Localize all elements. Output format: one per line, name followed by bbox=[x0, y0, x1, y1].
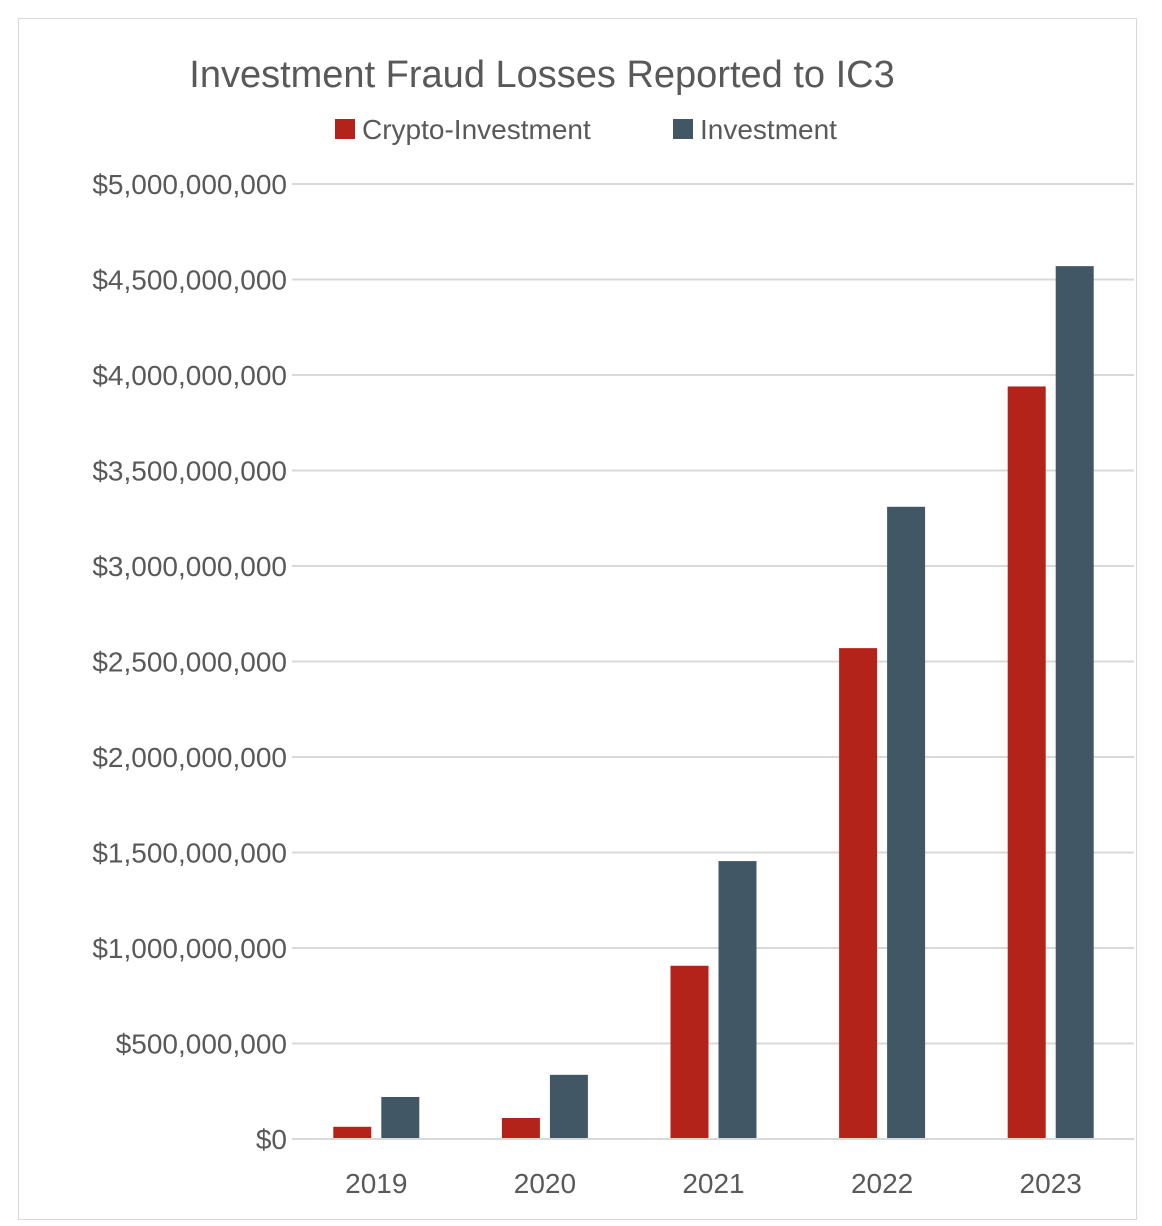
y-tick-label: $1,500,000,000 bbox=[92, 838, 287, 869]
y-tick-label: $3,500,000,000 bbox=[92, 456, 287, 487]
chart-title: Investment Fraud Losses Reported to IC3 bbox=[189, 54, 894, 96]
bar-crypto-investment-2022 bbox=[839, 648, 878, 1139]
y-tick-label: $4,500,000,000 bbox=[92, 265, 287, 296]
y-tick-label: $2,000,000,000 bbox=[92, 742, 287, 773]
legend-swatch-crypto-investment bbox=[335, 119, 355, 139]
gridlines bbox=[292, 183, 1134, 1045]
legend-swatch-investment bbox=[673, 119, 693, 139]
chart-frame bbox=[18, 18, 1137, 1220]
x-tick-label: 2020 bbox=[514, 1168, 576, 1199]
y-tick-label: $5,000,000,000 bbox=[92, 169, 287, 200]
bar-crypto-investment-2019 bbox=[333, 1126, 372, 1139]
bar-crypto-investment-2020 bbox=[501, 1117, 540, 1139]
y-tick-label: $0 bbox=[256, 1124, 287, 1155]
y-tick-label: $2,500,000,000 bbox=[92, 647, 287, 678]
bar-crypto-investment-2021 bbox=[670, 965, 709, 1139]
y-tick-label: $3,000,000,000 bbox=[92, 551, 287, 582]
bar-investment-2021 bbox=[718, 861, 757, 1139]
y-axis-tick-labels: $0 $500,000,000 $1,000,000,000 $1,500,000,0… bbox=[92, 169, 287, 1155]
bar-investment-2023 bbox=[1055, 266, 1094, 1139]
x-axis-tick-labels: 2019 2020 2021 2022 2023 bbox=[345, 1168, 1082, 1199]
x-tick-label: 2019 bbox=[345, 1168, 407, 1199]
x-tick-label: 2023 bbox=[1020, 1168, 1082, 1199]
bars bbox=[333, 266, 1094, 1140]
y-tick-label: $4,000,000,000 bbox=[92, 360, 287, 391]
legend-label-investment: Investment bbox=[700, 114, 837, 145]
legend-label-crypto-investment: Crypto-Investment bbox=[362, 114, 591, 145]
bar-investment-2019 bbox=[381, 1096, 420, 1139]
y-tick-label: $1,000,000,000 bbox=[92, 933, 287, 964]
x-tick-label: 2021 bbox=[682, 1168, 744, 1199]
legend: Crypto-Investment Investment bbox=[335, 114, 837, 145]
bar-investment-2020 bbox=[549, 1074, 588, 1139]
bar-investment-2022 bbox=[887, 506, 926, 1139]
y-tick-label: $500,000,000 bbox=[116, 1029, 287, 1060]
x-tick-label: 2022 bbox=[851, 1168, 913, 1199]
bar-crypto-investment-2023 bbox=[1007, 386, 1046, 1140]
